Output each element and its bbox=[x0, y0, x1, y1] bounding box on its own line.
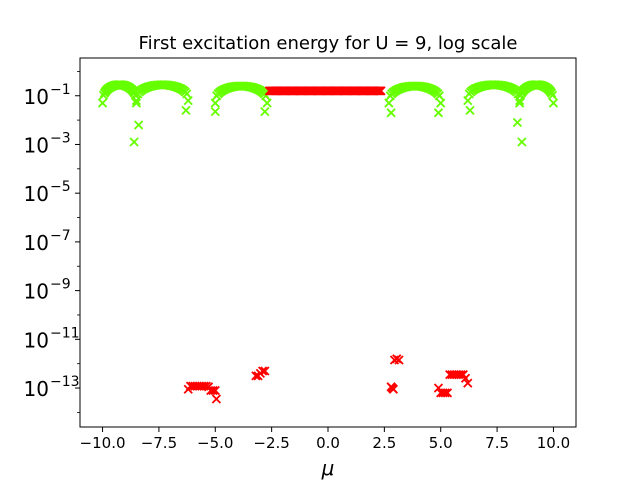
y-tick-label: 10 bbox=[24, 182, 49, 206]
red-marker bbox=[257, 366, 268, 376]
x-tick-label: 0.0 bbox=[316, 434, 340, 452]
x-tick-label: −2.5 bbox=[253, 434, 289, 452]
y-tick-label: 10 bbox=[24, 133, 49, 157]
x-tick-label: −5.0 bbox=[197, 434, 233, 452]
red-marker bbox=[387, 383, 397, 393]
y-tick-exponent: −5 bbox=[50, 179, 71, 195]
green-marker bbox=[514, 98, 525, 108]
green-marker bbox=[384, 98, 394, 108]
green-marker bbox=[262, 98, 272, 108]
x-axis: −10.0 −7.5 −5.0 −2.5 0.0 2.5 5.0 7.5 10.0 bbox=[80, 427, 570, 452]
green-marker bbox=[512, 117, 523, 128]
y-tick-label: 10 bbox=[24, 377, 49, 401]
green-marker bbox=[182, 89, 192, 99]
red-marker bbox=[251, 371, 261, 381]
red-marker bbox=[442, 388, 453, 398]
x-tick-label: 5.0 bbox=[429, 434, 453, 452]
y-tick-label: 10 bbox=[24, 231, 49, 255]
y-tick-exponent: −3 bbox=[50, 130, 71, 146]
red-marker bbox=[440, 388, 450, 398]
green-marker bbox=[463, 95, 473, 106]
y-tick-exponent: −9 bbox=[50, 277, 71, 293]
green-marker bbox=[386, 108, 396, 118]
green-marker bbox=[97, 98, 108, 108]
red-series bbox=[183, 86, 473, 404]
red-marker bbox=[460, 373, 471, 383]
green-marker bbox=[548, 98, 559, 108]
green-marker bbox=[547, 90, 558, 100]
green-marker bbox=[465, 105, 475, 116]
green-marker bbox=[131, 98, 142, 108]
red-marker bbox=[210, 385, 220, 396]
x-tick-label: 7.5 bbox=[485, 434, 509, 452]
y-tick-exponent: −11 bbox=[50, 325, 80, 341]
plot-area bbox=[97, 80, 559, 404]
x-tick-label: 10.0 bbox=[537, 434, 570, 452]
red-marker bbox=[463, 378, 473, 388]
x-axis-label: μ bbox=[321, 456, 335, 480]
green-marker bbox=[131, 95, 142, 106]
chart-title: First excitation energy for U = 9, log s… bbox=[139, 33, 518, 54]
green-marker bbox=[517, 137, 527, 147]
x-tick-label: −7.5 bbox=[141, 434, 177, 452]
green-marker bbox=[181, 105, 191, 116]
red-marker bbox=[208, 385, 218, 396]
y-tick-exponent: −13 bbox=[50, 374, 80, 390]
green-marker bbox=[433, 108, 444, 118]
green-marker bbox=[436, 98, 446, 108]
red-marker bbox=[376, 86, 386, 96]
green-marker bbox=[210, 98, 220, 108]
green-marker bbox=[133, 120, 144, 130]
y-tick-label: 10 bbox=[24, 328, 49, 352]
y-tick-exponent: −1 bbox=[50, 82, 71, 98]
red-marker bbox=[211, 394, 222, 404]
green-marker bbox=[183, 95, 193, 106]
red-marker bbox=[394, 355, 404, 365]
green-marker bbox=[260, 106, 270, 117]
x-tick-label: 2.5 bbox=[372, 434, 396, 452]
green-series bbox=[97, 80, 559, 147]
green-marker bbox=[210, 106, 220, 117]
y-tick-label: 10 bbox=[24, 280, 49, 304]
green-marker bbox=[434, 91, 444, 101]
red-marker bbox=[260, 366, 270, 376]
y-tick-label: 10 bbox=[24, 85, 49, 109]
green-marker bbox=[129, 137, 139, 147]
x-tick-label: −10.0 bbox=[80, 434, 126, 452]
y-tick-exponent: −7 bbox=[50, 228, 71, 244]
